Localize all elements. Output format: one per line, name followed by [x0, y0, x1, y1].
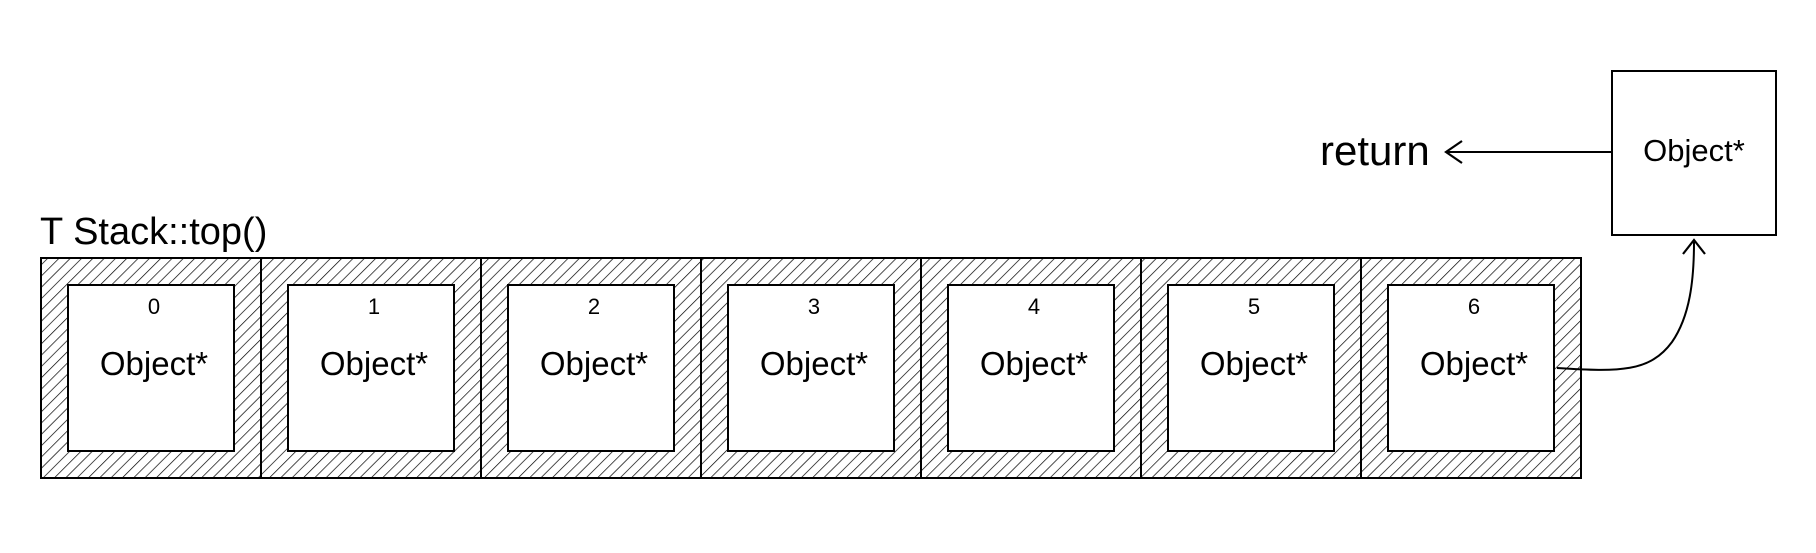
stack-cell-inner-box: [1167, 284, 1335, 452]
stack-cell-label: Object*: [760, 345, 868, 382]
stack-cell-index: 0: [148, 294, 160, 319]
top-element-label: Object*: [1643, 133, 1745, 168]
stack-cell-index: 1: [368, 294, 380, 319]
diagram-title: T Stack::top(): [40, 211, 267, 253]
stack-cell-inner-box: [67, 284, 235, 452]
stack-cell-inner-box: [287, 284, 455, 452]
stack-cell-index: 2: [588, 294, 600, 319]
stack-cell-label: Object*: [980, 345, 1088, 382]
return-arrow-head: [1444, 140, 1463, 164]
return-label: return: [1320, 127, 1430, 174]
stack-cell-index: 6: [1468, 294, 1480, 319]
pop-arrow-curve: [1556, 241, 1695, 371]
stack-cell-inner-box: [507, 284, 675, 452]
stack-cell-label: Object*: [540, 345, 648, 382]
stack-cell-label: Object*: [1420, 345, 1528, 382]
stack-cell-index: 4: [1028, 294, 1040, 319]
stack-cell-inner-box: [1387, 284, 1555, 452]
stack-cell-label: Object*: [1200, 345, 1308, 382]
stack-cell-inner-box: [727, 284, 895, 452]
stack-cell-label: Object*: [100, 345, 208, 382]
stack-cell-index: 5: [1248, 294, 1260, 319]
stack-cell-label: Object*: [320, 345, 428, 382]
stack-cell-index: 3: [808, 294, 820, 319]
stack-cell-inner-box: [947, 284, 1115, 452]
stack-array: 0 Object* 1 Object* 2 Object* 3 Object* 4 Object*…: [40, 257, 1582, 479]
pop-arrow-head: [1682, 238, 1706, 255]
top-element-box: [1611, 70, 1777, 236]
